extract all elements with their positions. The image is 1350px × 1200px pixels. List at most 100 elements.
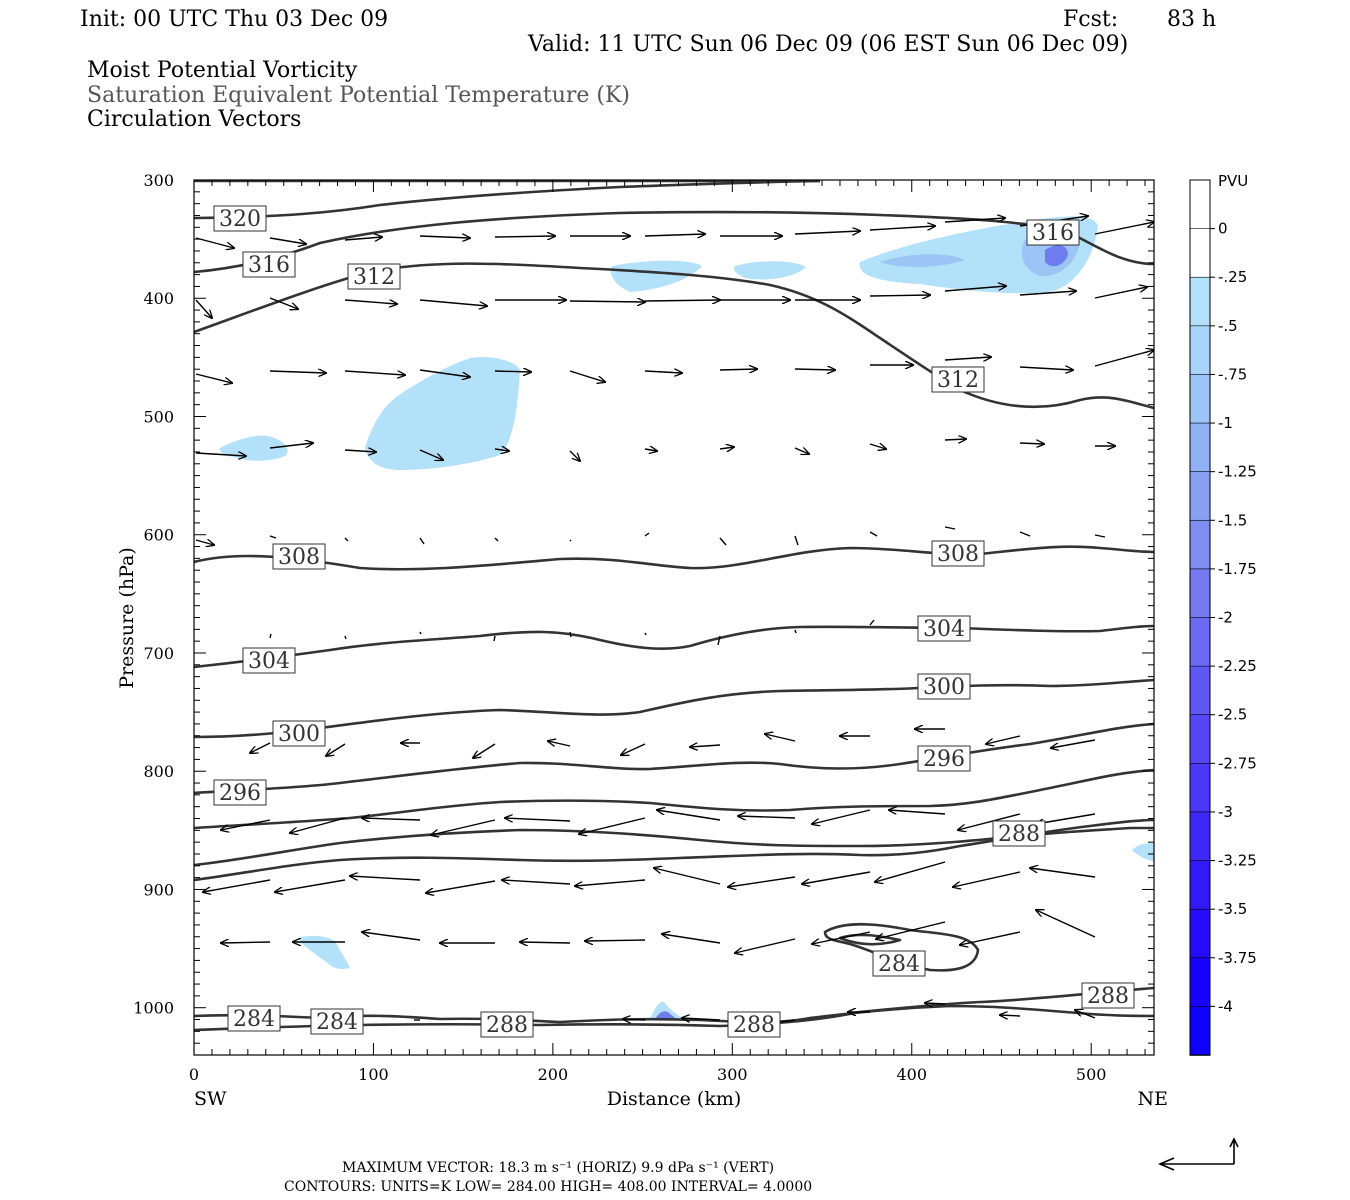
reference-vector [1157,1137,1239,1171]
vector [869,619,875,626]
vector [344,299,397,304]
colorbar-tick-label: -3.75 [1218,949,1257,967]
vector [794,369,835,370]
contour-label-box [272,720,326,747]
vector [569,539,572,542]
contour-label: 316 [1032,221,1074,246]
colorbar-tick-label: -3.25 [1218,852,1257,870]
y-axis: 300 400 500 600 700 800 900 1000 [133,171,1154,1056]
colorbar-tick-label: -.25 [1218,268,1247,286]
vector [875,861,946,882]
arrowhead-up-icon [1229,1137,1239,1148]
colorbar-title: PVU [1218,172,1248,190]
contour-label-box [1081,982,1135,1009]
contour-label: 316 [248,253,290,278]
vector [569,450,580,461]
field-title-theta: Saturation Equivalent Potential Temperat… [87,83,630,108]
contour-label-box [213,205,267,232]
y-tick-label: 1000 [133,999,174,1018]
vector [1094,350,1154,367]
vector [494,371,531,372]
vector [1030,868,1096,878]
x-tick-label: 300 [717,1065,748,1084]
vector [944,218,1005,223]
vector [419,369,470,377]
vector [473,743,496,758]
colorbar-tick-label: -1 [1218,414,1233,432]
vector [1019,367,1073,370]
vector [621,743,646,755]
vector [719,447,734,449]
x-tick-label: 100 [358,1065,389,1084]
colorbar-cells [1189,179,1211,1056]
contour-label: 296 [219,781,261,806]
colorbar-cell [1189,860,1211,910]
vector [502,880,571,885]
x-endpoint-ne: NE [1138,1088,1169,1110]
vector [644,632,647,636]
contour-label: 284 [233,1007,275,1032]
vector [1019,531,1031,537]
vector [269,443,313,449]
vector [275,879,346,892]
vector [644,300,720,301]
field-title-vectors: Circulation Vectors [87,107,301,132]
colorbar-cell [1189,568,1211,619]
contour-labels: 320 316 312 312 316 308 308 304 304 300 [213,205,1135,1038]
vector [195,373,232,383]
vector [869,531,878,537]
contour-label: 304 [923,617,965,642]
vector [569,370,605,382]
colorbar-cell [1189,763,1211,813]
vector [269,535,277,539]
contour-label-box [347,263,401,290]
vector [493,635,496,642]
contour-284-loop [823,922,980,972]
plot-background [194,180,1154,1055]
field-title-pv: Moist Potential Vorticity [87,58,358,83]
x-axis-label: Distance (km) [607,1088,742,1110]
vector [1051,739,1096,748]
vector [344,635,347,640]
contour-label-box [242,251,296,278]
plot-area: 320 316 312 312 316 308 308 304 304 300 [193,179,1155,1056]
vector [1019,443,1044,444]
contour-label-box [1026,219,1080,246]
vector [794,448,809,454]
pv-area [1132,843,1154,862]
contour-label-box [872,950,926,977]
vector [644,449,657,451]
vector [419,449,443,460]
pv-area [365,357,520,470]
vector [1075,1010,1096,1019]
contour-label-box [727,1011,781,1038]
contour-label-box [242,647,296,674]
pv-area [610,260,702,292]
vector [1000,1015,1021,1016]
contour-label: 308 [937,542,979,567]
vector [269,237,306,244]
vector [657,810,721,821]
x-tick-label: 500 [1076,1065,1107,1084]
vector [644,234,705,236]
contour-label: 308 [278,545,320,570]
vector [195,237,234,248]
pv-area [655,1011,680,1020]
pv-area [734,261,806,280]
colorbar-tick-label: -1.25 [1218,463,1257,481]
vector [802,871,871,884]
vector [728,876,796,887]
x-tick-label: 0 [189,1065,199,1084]
vector [362,932,421,941]
max-vector-text: MAXIMUM VECTOR: 18.3 m s⁻¹ (HORIZ) 9.9 d… [342,1160,774,1176]
contour-label-box [992,820,1046,847]
y-tick-label: 500 [143,407,174,426]
vector [794,629,797,634]
vector [419,537,425,545]
vector [654,868,721,885]
contour-label: 288 [998,822,1040,847]
colorbar-tick-label: 0 [1218,220,1228,238]
x-tick-label: 200 [538,1065,569,1084]
vector [269,633,272,639]
init-time: Init: 00 UTC Thu 03 Dec 09 [80,7,388,32]
